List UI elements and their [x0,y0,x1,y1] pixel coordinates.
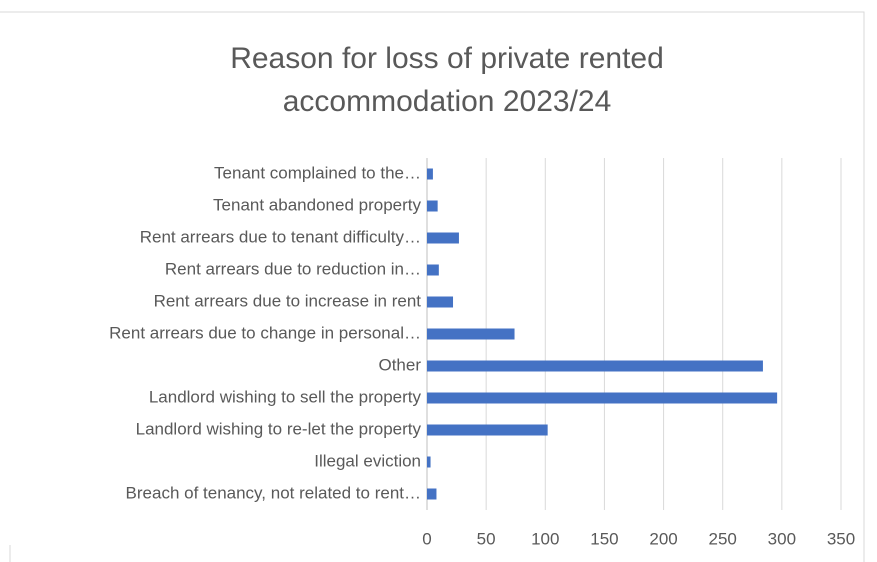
bar [427,232,459,244]
bar [427,360,763,372]
y-tick-label: Rent arrears due to increase in rent [154,291,422,310]
x-tick-label: 0 [422,529,431,548]
bar [427,200,438,212]
bar [427,168,433,180]
bar [427,296,454,308]
bar [427,488,437,500]
y-tick-label: Rent arrears due to reduction in… [165,259,421,278]
y-tick-label: Other [378,355,421,374]
y-tick-label: Landlord wishing to sell the property [149,387,422,406]
bar [427,456,431,468]
x-tick-label: 100 [531,529,559,548]
y-tick-label: Tenant complained to the… [214,163,421,182]
x-tick-label: 200 [649,529,677,548]
x-tick-label: 250 [709,529,737,548]
chart-title: accommodation 2023/24 [283,85,612,118]
bar [427,424,548,436]
y-tick-label: Illegal eviction [314,451,421,470]
y-tick-label: Rent arrears due to change in personal… [109,323,421,342]
y-tick-label: Tenant abandoned property [213,195,421,214]
chart-title: Reason for loss of private rented [230,42,664,75]
bar [427,328,515,340]
y-tick-label: Breach of tenancy, not related to rent… [126,483,421,502]
bar [427,392,778,404]
x-tick-label: 150 [590,529,618,548]
x-tick-label: 350 [827,529,855,548]
y-tick-label: Landlord wishing to re-let the property [136,419,422,438]
chart-border [0,11,865,562]
x-tick-label: 300 [768,529,796,548]
bar [427,264,439,276]
y-tick-label: Rent arrears due to tenant difficulty… [140,227,421,246]
x-tick-label: 50 [477,529,496,548]
